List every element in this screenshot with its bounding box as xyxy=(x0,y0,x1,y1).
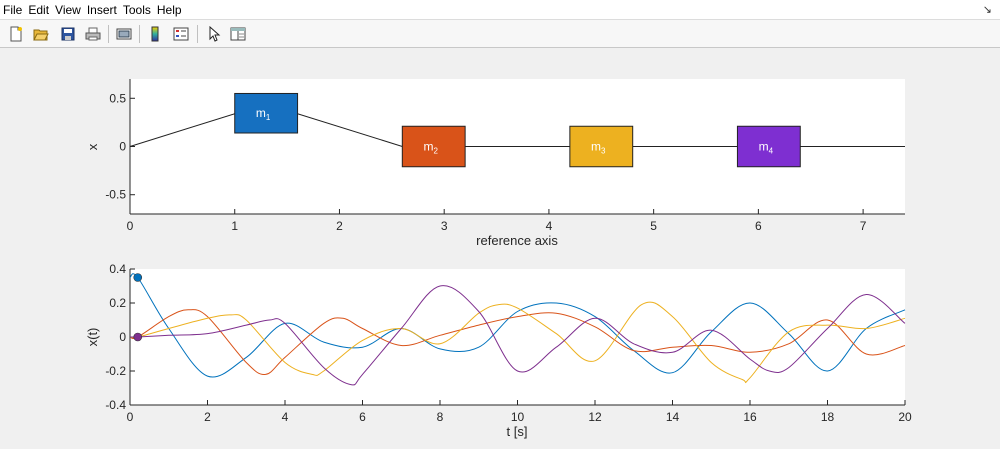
start-marker xyxy=(133,273,143,282)
bottom-y-tick-label: -0.2 xyxy=(105,364,126,378)
bottom-series xyxy=(129,273,906,386)
bottom-axes: -0.4-0.200.20.4 0 2 4 6 8 10 12 14 16 18 20 t [s] … xyxy=(85,262,912,439)
menu-view[interactable]: View xyxy=(55,3,81,17)
top-x-tick-label: 4 xyxy=(546,219,553,233)
bottom-x-tick-label: 20 xyxy=(898,410,912,424)
bottom-x-tick-label: 16 xyxy=(743,410,757,424)
bottom-x-tick-label: 12 xyxy=(588,410,602,424)
menu-bar: File Edit View Insert Tools Help ↘ xyxy=(0,0,1000,20)
top-y-ticks: -0.5 0 0.5 xyxy=(105,91,135,202)
top-x-tick-label: 6 xyxy=(755,219,762,233)
toolbar-separator xyxy=(197,25,198,43)
mass-label: m1 xyxy=(256,106,271,122)
top-x-tick-label: 0 xyxy=(127,219,134,233)
top-x-ticks: 0 1 2 3 4 5 6 7 xyxy=(127,209,867,233)
bottom-y-tick-label: 0 xyxy=(119,330,126,344)
bottom-x-tick-label: 0 xyxy=(127,410,134,424)
bottom-y-ticks: -0.4 -0.2 0 0.2 0.4 xyxy=(105,262,135,412)
mass-label: m4 xyxy=(759,140,774,156)
toolbar xyxy=(0,20,1000,48)
series-line-4 xyxy=(129,285,906,386)
mass-label: m3 xyxy=(591,140,606,156)
mass-letter: m xyxy=(759,140,769,154)
mass-1: m1 xyxy=(234,92,299,134)
mass-letter: m xyxy=(591,140,601,154)
mass-box xyxy=(569,125,634,168)
mass-2: m2 xyxy=(401,125,466,168)
bottom-x-tick-label: 10 xyxy=(511,410,525,424)
menu-help[interactable]: Help xyxy=(156,3,182,17)
mass-box xyxy=(401,125,466,168)
print-icon[interactable] xyxy=(83,24,103,44)
property-editor-icon[interactable] xyxy=(228,24,248,44)
bottom-x-axis-label: t [s] xyxy=(507,424,528,439)
series-line-2 xyxy=(129,309,906,376)
dock-icon[interactable]: ↘ xyxy=(982,4,992,16)
menu-tools[interactable]: Tools xyxy=(122,3,151,17)
top-x-tick-label: 1 xyxy=(231,219,238,233)
bottom-x-tick-label: 6 xyxy=(359,410,366,424)
mass-box xyxy=(234,92,299,134)
bottom-x-tick-label: 8 xyxy=(437,410,444,424)
top-y-tick-label: -0.5 xyxy=(105,188,126,202)
menu-edit[interactable]: Edit xyxy=(28,3,50,17)
mass-label: m2 xyxy=(423,140,438,156)
toolbar-separator xyxy=(108,25,109,43)
colorbar-icon[interactable] xyxy=(145,24,165,44)
mass-4: m4 xyxy=(736,125,801,168)
menu-file[interactable]: File xyxy=(3,3,23,17)
new-figure-icon[interactable] xyxy=(6,24,26,44)
bottom-x-tick-label: 4 xyxy=(282,410,289,424)
bottom-x-tick-label: 18 xyxy=(821,410,835,424)
menu-insert[interactable]: Insert xyxy=(86,3,117,17)
top-y-tick-label: 0 xyxy=(119,140,126,154)
pointer-icon[interactable] xyxy=(203,24,223,44)
bottom-axes-background xyxy=(130,269,905,405)
bottom-y-tick-label: 0.2 xyxy=(109,296,126,310)
open-file-icon[interactable] xyxy=(31,24,51,44)
series-line-3 xyxy=(129,301,906,384)
top-x-tick-label: 2 xyxy=(336,219,343,233)
bottom-y-tick-label: -0.4 xyxy=(105,398,126,412)
top-x-tick-label: 7 xyxy=(860,219,867,233)
mass-box xyxy=(736,125,801,168)
start-marker xyxy=(133,332,143,342)
legend-icon[interactable] xyxy=(171,24,191,44)
mass-3: m3 xyxy=(569,125,634,168)
mass-letter: m xyxy=(256,106,266,120)
series-line-1 xyxy=(129,273,906,378)
top-y-tick-label: 0.5 xyxy=(109,91,126,105)
bottom-x-ticks: 0 2 4 6 8 10 12 14 16 18 20 xyxy=(127,400,912,424)
bottom-start-markers xyxy=(133,273,143,342)
top-y-axis-label: x xyxy=(85,143,100,150)
bottom-y-tick-label: 0.4 xyxy=(109,262,126,276)
bottom-y-axis-label: x(t) xyxy=(85,328,100,347)
mass-subscript: 1 xyxy=(266,113,271,122)
toolbar-separator xyxy=(139,25,140,43)
print-preview-icon[interactable] xyxy=(114,24,134,44)
top-x-tick-label: 3 xyxy=(441,219,448,233)
save-icon[interactable] xyxy=(58,24,78,44)
mass-subscript: 2 xyxy=(433,147,438,156)
top-x-axis-label: reference axis xyxy=(476,233,558,248)
mass-letter: m xyxy=(423,140,433,154)
bottom-x-tick-label: 14 xyxy=(666,410,680,424)
mass-subscript: 4 xyxy=(769,147,774,156)
bottom-x-tick-label: 2 xyxy=(204,410,211,424)
top-x-tick-label: 5 xyxy=(650,219,657,233)
mass-subscript: 3 xyxy=(601,147,606,156)
